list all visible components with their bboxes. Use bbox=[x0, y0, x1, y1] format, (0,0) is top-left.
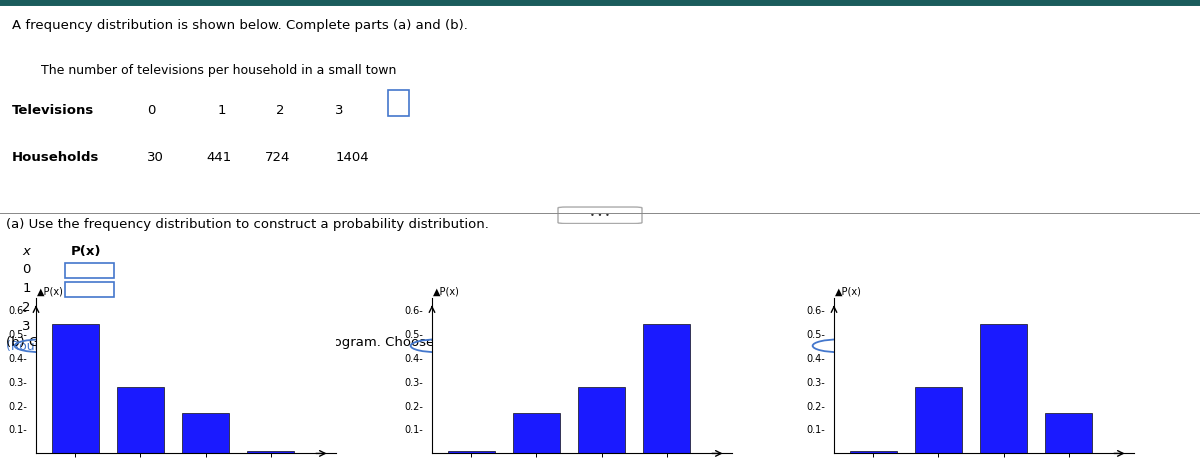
Bar bbox=[512, 413, 560, 453]
Text: ▲P(x): ▲P(x) bbox=[37, 287, 64, 296]
Text: 441: 441 bbox=[206, 151, 232, 164]
Bar bbox=[52, 324, 98, 453]
Text: 2: 2 bbox=[22, 301, 31, 314]
FancyBboxPatch shape bbox=[389, 90, 409, 115]
Text: 1: 1 bbox=[217, 104, 226, 117]
Text: ▲P(x): ▲P(x) bbox=[835, 287, 862, 296]
Text: ▲P(x): ▲P(x) bbox=[433, 287, 460, 296]
Text: 0: 0 bbox=[148, 104, 156, 117]
Bar bbox=[578, 387, 625, 453]
Bar bbox=[247, 451, 294, 453]
Text: B.: B. bbox=[461, 339, 476, 353]
Text: 30: 30 bbox=[148, 151, 164, 164]
Text: (a) Use the frequency distribution to construct a probability distribution.: (a) Use the frequency distribution to co… bbox=[6, 218, 488, 231]
Text: Televisions: Televisions bbox=[12, 104, 94, 117]
Text: C.: C. bbox=[863, 339, 878, 353]
Bar bbox=[182, 413, 229, 453]
Text: 3: 3 bbox=[335, 104, 343, 117]
Bar bbox=[116, 387, 164, 453]
Text: 3: 3 bbox=[22, 320, 31, 333]
Text: 724: 724 bbox=[265, 151, 290, 164]
Text: 1404: 1404 bbox=[335, 151, 368, 164]
Text: (b) Graph the probability distribution using a histogram. Choose the correct gra: (b) Graph the probability distribution u… bbox=[6, 336, 726, 349]
Bar bbox=[1045, 413, 1092, 453]
Text: x: x bbox=[22, 245, 30, 258]
FancyBboxPatch shape bbox=[66, 263, 114, 278]
Text: P(x): P(x) bbox=[71, 245, 101, 258]
Text: The number of televisions per household in a small town: The number of televisions per household … bbox=[41, 64, 397, 77]
Text: 0: 0 bbox=[22, 263, 30, 276]
Text: (Round to three decimal places as needed.): (Round to three decimal places as needed… bbox=[6, 340, 281, 353]
Text: 1: 1 bbox=[22, 282, 31, 295]
FancyBboxPatch shape bbox=[558, 207, 642, 224]
Text: A frequency distribution is shown below. Complete parts (a) and (b).: A frequency distribution is shown below.… bbox=[12, 19, 468, 32]
Bar bbox=[980, 324, 1027, 453]
Bar bbox=[448, 451, 494, 453]
Text: • • •: • • • bbox=[590, 211, 610, 220]
Bar bbox=[850, 451, 896, 453]
Text: Households: Households bbox=[12, 151, 100, 164]
FancyBboxPatch shape bbox=[66, 301, 114, 316]
Bar bbox=[914, 387, 962, 453]
Text: 2: 2 bbox=[276, 104, 284, 117]
Bar bbox=[643, 324, 690, 453]
FancyBboxPatch shape bbox=[66, 320, 114, 336]
FancyBboxPatch shape bbox=[66, 282, 114, 297]
Text: A.: A. bbox=[65, 339, 80, 353]
